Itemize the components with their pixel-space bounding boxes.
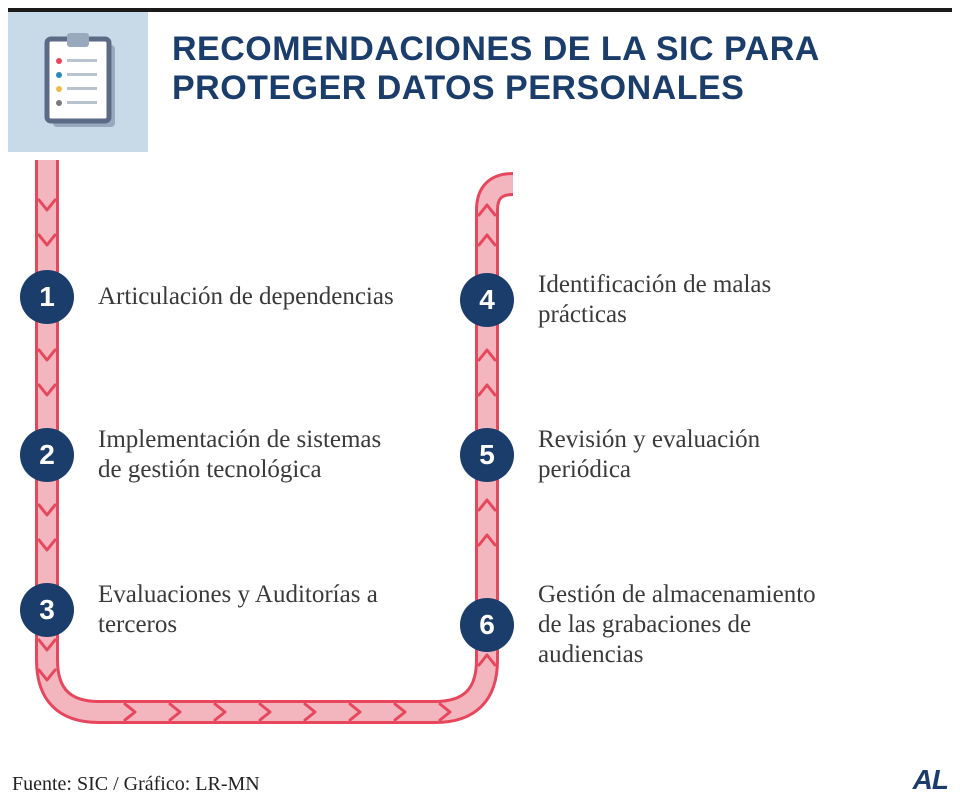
list-item: 1 Articulación de dependencias	[20, 270, 394, 324]
list-item: 4 Identificación de malas prácticas	[460, 270, 838, 330]
clipboard-icon	[23, 27, 133, 137]
item-number-badge: 2	[20, 428, 74, 482]
item-number-badge: 5	[460, 428, 514, 482]
item-number-badge: 6	[460, 598, 514, 652]
list-item: 5 Revisión y evaluación periódica	[460, 425, 838, 485]
header-icon-box	[8, 12, 148, 152]
item-label: Gestión de almacenamiento de las grabaci…	[538, 580, 838, 670]
items-container: 1 Articulación de dependencias 2 Implementa…	[0, 160, 960, 780]
item-label: Revisión y evaluación periódica	[538, 425, 838, 485]
list-item: 3 Evaluaciones y Auditorías a terceros	[20, 580, 398, 640]
item-label: Identificación de malas prácticas	[538, 270, 838, 330]
item-number-badge: 4	[460, 273, 514, 327]
item-label: Articulación de dependencias	[98, 282, 394, 312]
item-label: Evaluaciones y Auditorías a terceros	[98, 580, 398, 640]
page-title: RECOMENDACIONES DE LA SIC PARA PROTEGER …	[148, 12, 952, 108]
list-item: 6 Gestión de almacenamiento de las grabac…	[460, 580, 838, 670]
header: RECOMENDACIONES DE LA SIC PARA PROTEGER …	[8, 12, 952, 152]
list-item: 2 Implementación de sistemas de gestión t…	[20, 425, 398, 485]
item-label: Implementación de sistemas de gestión te…	[98, 425, 398, 485]
item-number-badge: 1	[20, 270, 74, 324]
item-number-badge: 3	[20, 583, 74, 637]
